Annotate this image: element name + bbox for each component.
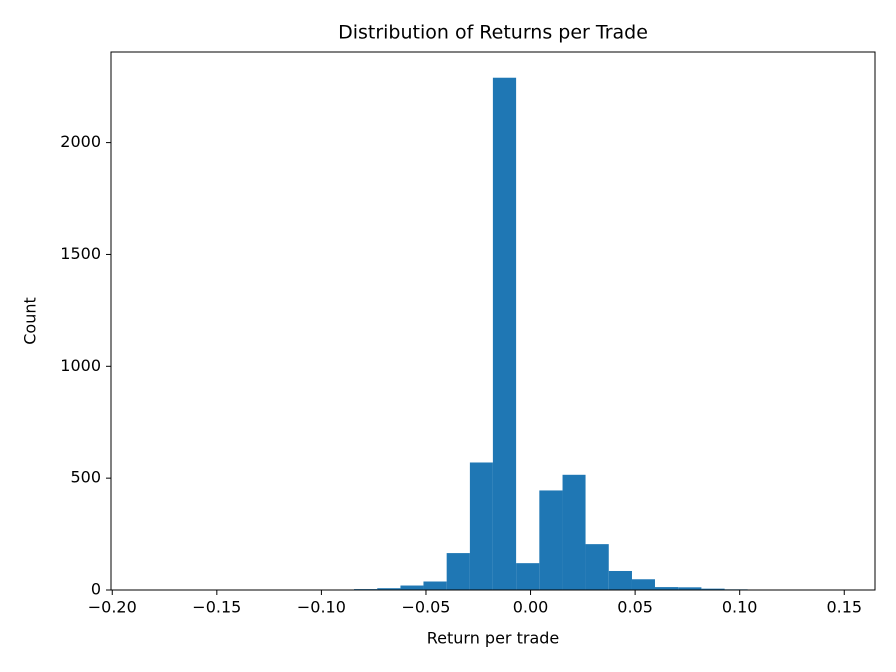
bar	[469, 462, 493, 590]
x-tick-label: 0.15	[826, 598, 862, 617]
bar	[654, 587, 679, 590]
bar	[423, 581, 447, 590]
bar	[631, 579, 655, 590]
bar	[585, 544, 609, 590]
y-tick-label: 2000	[60, 132, 101, 151]
bar	[446, 553, 470, 590]
x-tick-label: −0.20	[88, 598, 137, 617]
y-axis-label: Count	[21, 297, 40, 345]
bar	[701, 588, 725, 590]
bar	[516, 563, 540, 590]
bar	[562, 474, 586, 590]
x-tick-label: −0.15	[192, 598, 241, 617]
y-tick-label: 0	[91, 580, 101, 599]
x-tick-label: 0.05	[617, 598, 653, 617]
bar	[678, 587, 702, 590]
x-axis-label: Return per trade	[427, 629, 560, 648]
y-tick-label: 500	[70, 468, 101, 487]
plot-frame	[110, 51, 876, 591]
x-tick-label: 0.10	[722, 598, 758, 617]
y-tick-label: 1000	[60, 356, 101, 375]
x-tick-label: −0.10	[297, 598, 346, 617]
y-tick-label: 1500	[60, 244, 101, 263]
bar	[539, 490, 563, 590]
bar	[377, 588, 401, 590]
x-tick-label: −0.05	[401, 598, 450, 617]
bar	[492, 77, 517, 590]
chart-title: Distribution of Returns per Trade	[338, 22, 648, 44]
bar	[400, 585, 424, 590]
bar	[608, 570, 632, 590]
x-tick-label: 0.00	[513, 598, 549, 617]
